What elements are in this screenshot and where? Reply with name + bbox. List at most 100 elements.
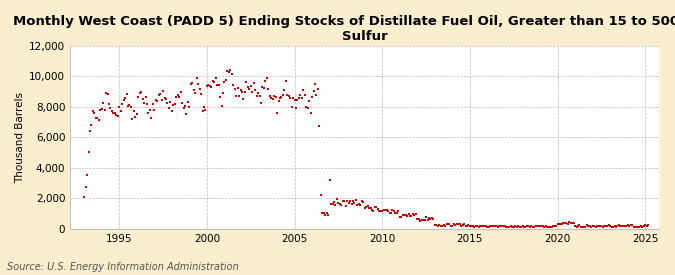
Point (359, 206, 370, 211)
Point (566, 220, 576, 225)
Point (93, 117, 104, 122)
Point (441, 222, 452, 226)
Point (378, 208, 389, 212)
Point (460, 223, 471, 228)
Point (485, 224, 495, 228)
Point (599, 224, 610, 229)
Point (492, 224, 503, 229)
Point (84, 128, 95, 133)
Point (222, 68, 233, 73)
Point (288, 96, 298, 100)
Point (225, 68, 236, 73)
Point (549, 224, 560, 228)
Point (377, 208, 387, 213)
Point (408, 212, 418, 216)
Point (247, 89, 258, 94)
Point (136, 90, 146, 94)
Point (533, 224, 544, 229)
Point (326, 202, 337, 207)
Point (622, 223, 633, 227)
Point (277, 93, 288, 97)
Point (621, 224, 632, 228)
Point (536, 223, 547, 228)
Point (267, 97, 278, 102)
Point (194, 87, 205, 91)
Point (403, 212, 414, 217)
Point (365, 206, 376, 210)
Point (80, 185, 91, 190)
Point (172, 92, 183, 97)
Point (98, 101, 109, 106)
Point (227, 83, 238, 88)
Point (466, 224, 477, 228)
Point (279, 88, 290, 92)
Point (126, 105, 136, 110)
Point (213, 83, 224, 87)
Point (558, 221, 569, 225)
Point (542, 225, 553, 229)
Point (102, 92, 113, 96)
Point (393, 209, 404, 213)
Point (412, 216, 423, 221)
Point (531, 224, 541, 229)
Point (219, 79, 230, 84)
Point (292, 98, 303, 102)
Point (580, 225, 591, 229)
Point (479, 224, 490, 228)
Point (581, 223, 592, 227)
Point (265, 94, 275, 98)
Point (132, 112, 142, 116)
Point (97, 107, 107, 111)
Point (535, 224, 545, 228)
Point (470, 224, 481, 229)
Point (266, 96, 277, 100)
Point (289, 98, 300, 102)
Point (193, 82, 204, 86)
Point (83, 150, 94, 155)
Point (453, 222, 464, 226)
Point (311, 93, 322, 97)
Point (242, 85, 253, 89)
Point (527, 225, 538, 229)
Point (467, 224, 478, 229)
Point (308, 89, 319, 94)
Point (444, 222, 455, 226)
Point (324, 178, 335, 182)
Point (252, 91, 263, 96)
Point (495, 224, 506, 229)
Point (144, 108, 155, 112)
Point (356, 199, 367, 204)
Point (390, 211, 401, 216)
Point (114, 105, 125, 109)
Point (374, 208, 385, 213)
Point (251, 94, 262, 98)
Point (443, 222, 454, 226)
Y-axis label: Thousand Barrels: Thousand Barrels (15, 92, 25, 183)
Point (111, 113, 122, 117)
Point (493, 224, 504, 228)
Point (140, 95, 151, 99)
Point (614, 223, 624, 227)
Point (152, 99, 163, 103)
Point (506, 224, 516, 229)
Point (284, 94, 294, 98)
Point (245, 84, 256, 88)
Point (464, 224, 475, 228)
Point (392, 211, 402, 215)
Point (203, 83, 214, 87)
Point (481, 224, 491, 228)
Point (182, 100, 193, 105)
Point (331, 197, 342, 202)
Point (335, 202, 346, 207)
Point (576, 225, 587, 229)
Point (306, 95, 317, 99)
Point (567, 221, 578, 225)
Point (508, 224, 519, 229)
Point (475, 224, 485, 229)
Point (173, 95, 184, 100)
Point (595, 224, 605, 228)
Point (504, 225, 515, 229)
Point (275, 96, 286, 100)
Point (615, 224, 626, 228)
Point (161, 97, 171, 101)
